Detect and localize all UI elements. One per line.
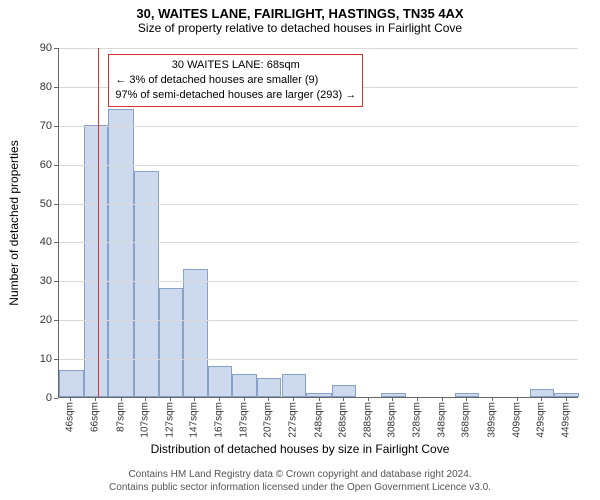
x-tick-label: 127sqm [164, 402, 175, 438]
x-tick-label: 368sqm [461, 402, 472, 438]
histogram-bar [257, 378, 282, 397]
x-tick-mark [293, 397, 294, 401]
x-tick-label: 449sqm [560, 402, 571, 438]
property-marker-line [98, 48, 99, 397]
x-tick-mark [219, 397, 220, 401]
histogram-bar [108, 109, 134, 397]
x-tick-mark [517, 397, 518, 401]
x-tick-mark [442, 397, 443, 401]
x-axis-label: Distribution of detached houses by size … [0, 442, 600, 456]
gridline [59, 281, 578, 282]
x-tick-mark [244, 397, 245, 401]
y-tick-label: 20 [22, 314, 52, 326]
title-sub: Size of property relative to detached ho… [0, 21, 600, 39]
histogram-bar [381, 393, 406, 397]
gridline [59, 242, 578, 243]
x-tick-label: 268sqm [338, 402, 349, 438]
y-tick-label: 10 [22, 353, 52, 365]
histogram-bar [159, 288, 184, 397]
x-tick-mark [566, 397, 567, 401]
gridline [59, 126, 578, 127]
histogram-bar [332, 385, 357, 397]
gridline [59, 359, 578, 360]
x-tick-label: 147sqm [189, 402, 200, 438]
histogram-chart: Number of detached properties 30 WAITES … [58, 48, 578, 398]
annotation-box: 30 WAITES LANE: 68sqm ← 3% of detached h… [108, 54, 363, 107]
x-tick-mark [170, 397, 171, 401]
gridline [59, 204, 578, 205]
y-tick-label: 70 [22, 120, 52, 132]
y-tick-label: 40 [22, 236, 52, 248]
x-tick-label: 107sqm [140, 402, 151, 438]
histogram-bar [282, 374, 307, 397]
x-tick-label: 66sqm [89, 402, 100, 432]
annotation-line1: 30 WAITES LANE: 68sqm [115, 58, 356, 73]
x-tick-label: 227sqm [287, 402, 298, 438]
y-axis-label: Number of detached properties [7, 140, 21, 305]
histogram-bar [208, 366, 233, 397]
x-tick-mark [392, 397, 393, 401]
x-tick-label: 429sqm [536, 402, 547, 438]
x-tick-label: 248sqm [313, 402, 324, 438]
x-tick-mark [70, 397, 71, 401]
gridline [59, 48, 578, 49]
footer-line2: Contains public sector information licen… [0, 481, 600, 494]
histogram-bar [183, 269, 208, 397]
x-tick-label: 87sqm [115, 402, 126, 432]
x-tick-mark [268, 397, 269, 401]
histogram-bar [530, 389, 555, 397]
x-tick-label: 288sqm [362, 402, 373, 438]
annotation-line2: ← 3% of detached houses are smaller (9) [115, 73, 356, 88]
x-tick-label: 46sqm [65, 402, 76, 432]
y-tick-label: 50 [22, 198, 52, 210]
y-tick-label: 60 [22, 159, 52, 171]
annotation-line3: 97% of semi-detached houses are larger (… [115, 88, 356, 103]
histogram-bar [59, 370, 84, 397]
plot-area: 30 WAITES LANE: 68sqm ← 3% of detached h… [58, 48, 578, 398]
x-tick-mark [368, 397, 369, 401]
gridline [59, 165, 578, 166]
x-tick-label: 409sqm [511, 402, 522, 438]
x-tick-label: 167sqm [214, 402, 225, 438]
histogram-bar [134, 171, 159, 397]
x-tick-mark [121, 397, 122, 401]
x-tick-mark [194, 397, 195, 401]
y-tick-label: 90 [22, 42, 52, 54]
x-tick-label: 328sqm [411, 402, 422, 438]
x-tick-label: 207sqm [263, 402, 274, 438]
histogram-bar [232, 374, 257, 397]
y-tick-label: 30 [22, 275, 52, 287]
x-tick-mark [541, 397, 542, 401]
x-tick-label: 348sqm [436, 402, 447, 438]
x-tick-mark [95, 397, 96, 401]
x-tick-label: 308sqm [387, 402, 398, 438]
x-tick-mark [319, 397, 320, 401]
title-main: 30, WAITES LANE, FAIRLIGHT, HASTINGS, TN… [0, 0, 600, 21]
x-tick-mark [492, 397, 493, 401]
x-tick-mark [466, 397, 467, 401]
x-tick-label: 389sqm [486, 402, 497, 438]
gridline [59, 320, 578, 321]
footer: Contains HM Land Registry data © Crown c… [0, 468, 600, 494]
y-tick-label: 80 [22, 81, 52, 93]
x-tick-mark [145, 397, 146, 401]
x-tick-mark [343, 397, 344, 401]
x-tick-label: 187sqm [238, 402, 249, 438]
x-tick-mark [417, 397, 418, 401]
y-tick-label: 0 [22, 392, 52, 404]
footer-line1: Contains HM Land Registry data © Crown c… [0, 468, 600, 481]
